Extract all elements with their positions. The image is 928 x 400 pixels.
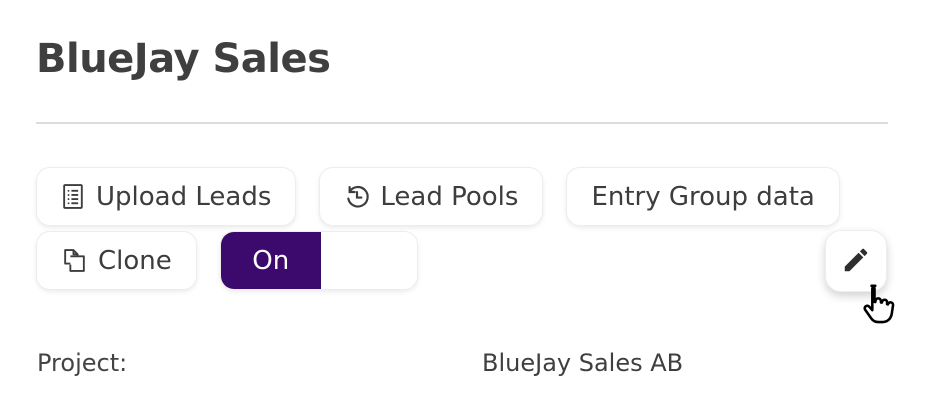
page-title: BlueJay Sales <box>36 36 331 82</box>
copy-icon <box>61 247 88 274</box>
history-icon <box>344 184 370 210</box>
upload-leads-button[interactable]: Upload Leads <box>36 167 297 226</box>
toolbar-row-2: Clone On <box>36 231 418 290</box>
pencil-icon <box>841 245 871 278</box>
toggle-on-segment[interactable]: On <box>220 232 321 289</box>
entry-group-data-button[interactable]: Entry Group data <box>566 167 840 226</box>
edit-button[interactable] <box>825 230 887 292</box>
document-icon <box>61 183 86 210</box>
on-off-toggle[interactable]: On <box>219 231 418 290</box>
project-label: Project: <box>37 349 128 377</box>
clone-label: Clone <box>98 245 172 276</box>
entry-group-data-label: Entry Group data <box>591 181 815 212</box>
lead-pools-button[interactable]: Lead Pools <box>319 167 544 226</box>
clone-button[interactable]: Clone <box>36 231 197 290</box>
lead-pools-label: Lead Pools <box>380 181 519 212</box>
project-value: BlueJay Sales AB <box>482 349 684 377</box>
upload-leads-label: Upload Leads <box>96 181 272 212</box>
toggle-off-segment[interactable] <box>320 232 417 289</box>
toolbar-row-1: Upload Leads Lead Pools Entry Group data <box>36 167 840 226</box>
divider <box>36 122 888 124</box>
